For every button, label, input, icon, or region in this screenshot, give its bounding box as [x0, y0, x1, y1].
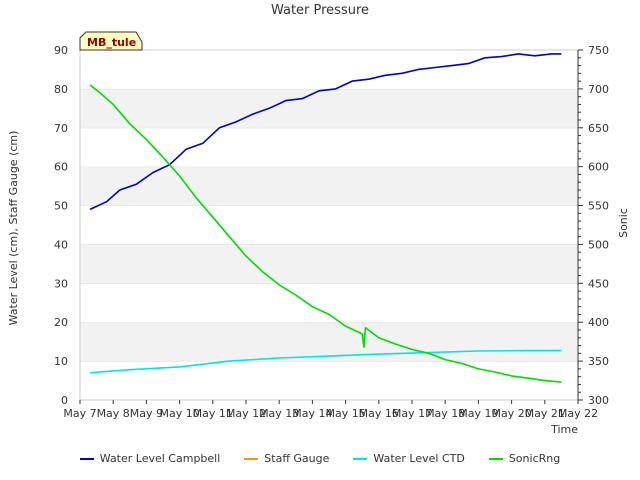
legend-swatch — [79, 457, 94, 460]
grid-band — [80, 361, 578, 400]
series-line-water-level-campbell — [89, 53, 562, 211]
x-tick-label: May 10 — [159, 407, 199, 420]
chart-title: Water Pressure — [271, 3, 369, 18]
y-right-tick-label: 550 — [588, 200, 609, 213]
y-right-tick-label: 450 — [588, 277, 609, 290]
y-left-tick-label: 70 — [54, 122, 68, 135]
y-left-tick-label: 80 — [54, 83, 68, 96]
y-left-tick-label: 60 — [54, 161, 68, 174]
legend-label: Staff Gauge — [264, 452, 330, 465]
y-left-axis-label: Water Level (cm), Staff Gauge (cm) — [7, 131, 20, 326]
grid-bands — [80, 49, 578, 400]
grid-band — [80, 88, 578, 128]
x-tick-label: May 13 — [259, 407, 299, 420]
legend-label: Water Level CTD — [373, 452, 465, 465]
grid-band — [80, 205, 578, 245]
legend-item: Staff Gauge — [244, 452, 329, 465]
grid-band — [80, 283, 578, 323]
x-axis-label: Time — [550, 423, 578, 436]
y-left-tick-label: 10 — [54, 355, 68, 368]
x-tick-label: May 16 — [359, 407, 399, 420]
y-right-tick-label: 350 — [588, 355, 609, 368]
y-right-tick-label: 600 — [588, 161, 609, 174]
x-tick-label: May 15 — [325, 407, 365, 420]
legend-swatch — [488, 457, 503, 460]
series-layer — [89, 53, 562, 383]
x-tick-label: May 20 — [491, 407, 531, 420]
y-left-axis: 0 10 20 30 40 50 60 70 80 90 — [54, 44, 68, 407]
x-tick-label: May 18 — [425, 407, 465, 420]
y-left-tick-label: 50 — [54, 200, 68, 213]
y-right-tick-label: 500 — [588, 238, 609, 251]
x-tick-label: May 11 — [193, 407, 233, 420]
series-line-sonicrng — [89, 84, 562, 383]
grid-band — [80, 127, 578, 167]
series-line-water-level-ctd — [89, 349, 562, 374]
y-right-tick-label: 750 — [588, 44, 609, 57]
y-right-tick-label: 700 — [588, 83, 609, 96]
x-tick-label: May 22 — [558, 407, 598, 420]
grid-band — [80, 322, 578, 362]
x-tick-label: May 17 — [392, 407, 432, 420]
x-tick-label: May 12 — [226, 407, 266, 420]
y-right-tick-label: 400 — [588, 316, 609, 329]
legend-item: Water Level CTD — [353, 452, 465, 465]
grid-band — [80, 244, 578, 284]
x-tick-label: May 19 — [458, 407, 498, 420]
x-tick-label: May 21 — [525, 407, 565, 420]
grid-band — [80, 166, 578, 206]
y-right-tick-label: 300 — [588, 394, 609, 407]
y-left-tick-label: 30 — [54, 277, 68, 290]
x-tick-label: May 8 — [97, 407, 130, 420]
legend: Water Level Campbell Staff Gauge Water Lev… — [0, 452, 640, 465]
legend-label: Water Level Campbell — [99, 452, 221, 465]
legend-swatch — [244, 457, 259, 460]
y-left-tick-label: 20 — [54, 316, 68, 329]
site-label-box: MB_tule — [79, 31, 143, 51]
legend-label: SonicRng — [508, 452, 561, 465]
y-right-tick-label: 650 — [588, 122, 609, 135]
legend-swatch — [353, 457, 368, 460]
x-tick-label: May 9 — [130, 407, 163, 420]
x-tick-label: May 7 — [63, 407, 96, 420]
y-left-tick-label: 90 — [54, 44, 68, 57]
y-left-tick-label: 40 — [54, 238, 68, 251]
x-tick-label: May 14 — [292, 407, 332, 420]
legend-item: Water Level Campbell — [79, 452, 221, 465]
legend-item: SonicRng — [488, 452, 561, 465]
site-label: MB_tule — [87, 36, 136, 49]
y-right-axis-label: Sonic — [617, 208, 630, 238]
y-right-axis: 300 350 400 450 500 550 600 650 700 750 — [577, 44, 609, 407]
y-left-tick-label: 0 — [61, 394, 68, 407]
